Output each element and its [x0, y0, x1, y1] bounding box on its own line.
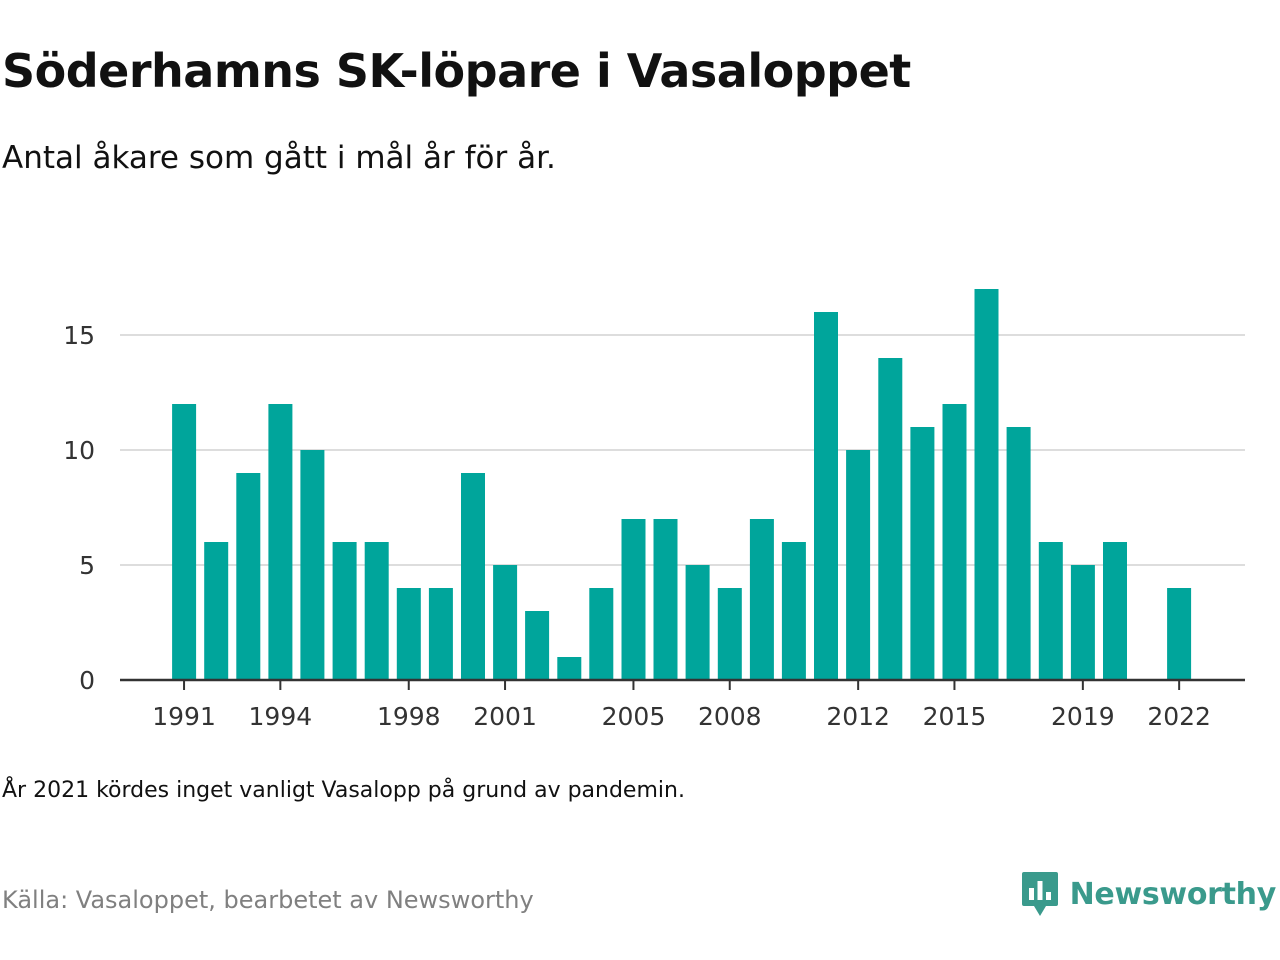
bar-1993: [236, 473, 261, 680]
bar-2006: [653, 519, 678, 680]
bar-1997: [364, 542, 389, 680]
bar-2012: [846, 450, 871, 680]
bar-2020: [1103, 542, 1127, 680]
y-tick-label-10: 10: [63, 436, 95, 465]
x-tick-label-1994: 1994: [249, 702, 313, 731]
x-tick-label-2001: 2001: [473, 702, 537, 731]
bar-2013: [878, 358, 903, 680]
source-credit: Källa: Vasaloppet, bearbetet av Newswort…: [2, 886, 534, 914]
bar-2007: [685, 565, 710, 680]
bar-2005: [621, 519, 646, 680]
bar-2010: [781, 542, 806, 680]
x-tick-label-2005: 2005: [602, 702, 666, 731]
bar-1994: [268, 404, 293, 680]
bar-1991: [172, 404, 197, 680]
x-tick-label-2012: 2012: [826, 702, 890, 731]
x-tick-label-2015: 2015: [923, 702, 987, 731]
bar-1999: [428, 588, 453, 680]
bar-2015: [942, 404, 967, 680]
bar-2001: [493, 565, 518, 680]
bar-1995: [300, 450, 325, 680]
bar-2003: [557, 657, 582, 680]
bar-2016: [974, 289, 999, 680]
newsworthy-brand[interactable]: Newsworthy: [1020, 868, 1276, 920]
bar-2018: [1038, 542, 1063, 680]
y-tick-label-5: 5: [79, 551, 95, 580]
brand-name: Newsworthy: [1069, 876, 1277, 912]
x-tick-label-2019: 2019: [1051, 702, 1115, 731]
chart-note: År 2021 kördes inget vanligt Vasalopp på…: [2, 778, 685, 803]
bar-2009: [749, 519, 774, 680]
bar-2000: [461, 473, 485, 680]
x-tick-label-2022: 2022: [1147, 702, 1211, 731]
chart-title: Söderhamns SK-löpare i Vasaloppet: [2, 44, 911, 98]
x-tick-label-1998: 1998: [377, 702, 441, 731]
bar-1998: [396, 588, 421, 680]
bars: [172, 289, 1192, 680]
bar-2017: [1006, 427, 1031, 680]
x-tick-label-1991: 1991: [152, 702, 216, 731]
bar-2019: [1070, 565, 1095, 680]
bar-2004: [589, 588, 614, 680]
bar-2022: [1167, 588, 1192, 680]
newsworthy-logo-icon: [1021, 872, 1058, 916]
x-tick-label-2008: 2008: [698, 702, 762, 731]
bar-2011: [814, 312, 838, 680]
y-tick-label-15: 15: [63, 321, 95, 350]
chart-subtitle: Antal åkare som gått i mål år för år.: [2, 140, 556, 176]
bar-1992: [204, 542, 229, 680]
bar-1996: [332, 542, 357, 680]
bar-chart: 0 5 10 15 1991 1994 1998 2001 2005 2008 2012 2015 20…: [63, 289, 1245, 731]
bar-2002: [525, 611, 550, 680]
axes: 0 5 10 15 1991 1994 1998 2001 2005 2008 2012 2015 20…: [63, 321, 1245, 731]
bar-2008: [717, 588, 742, 680]
bar-2014: [910, 427, 935, 680]
y-tick-label-0: 0: [79, 666, 95, 695]
